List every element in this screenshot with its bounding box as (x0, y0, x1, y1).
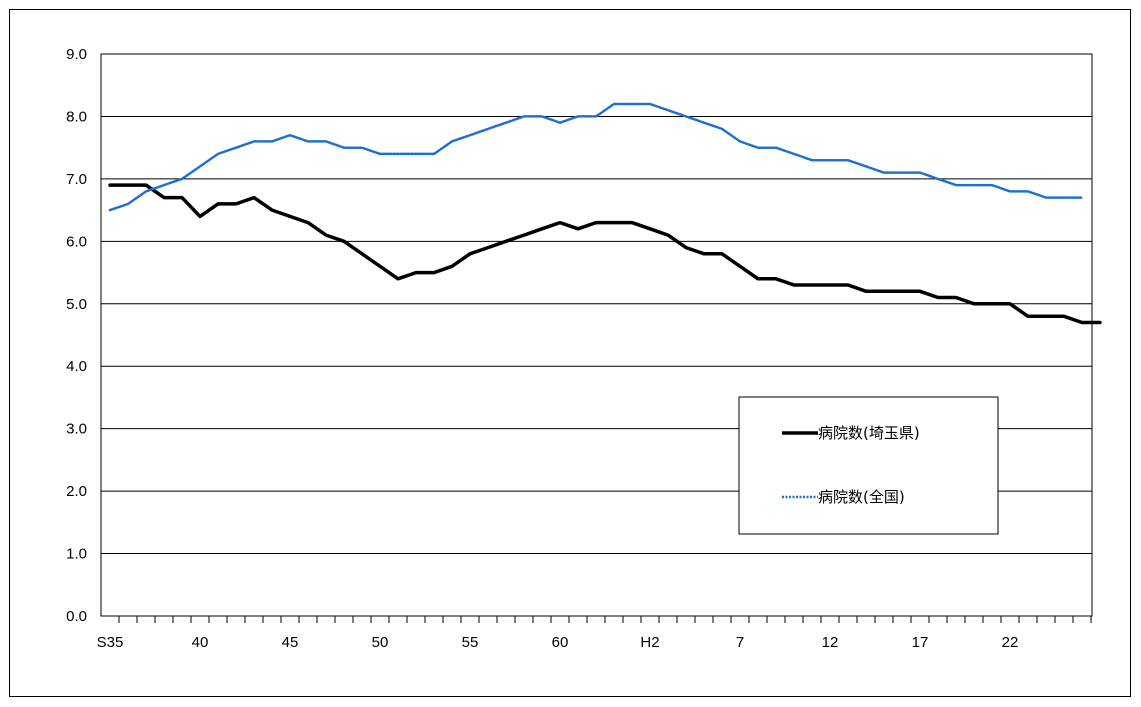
x-tick-label: 60 (552, 634, 569, 651)
legend: 病院数(埼玉県) 病院数(全国) (738, 396, 999, 535)
y-tick-label: 1.0 (66, 546, 87, 563)
y-tick-label: 6.0 (66, 233, 87, 250)
y-tick-label: 4.0 (66, 358, 87, 375)
y-tick-label: 2.0 (66, 483, 87, 500)
series-line-1 (108, 183, 1102, 325)
x-tick-label: 22 (1002, 634, 1019, 651)
chart-frame (9, 9, 1131, 697)
legend-label-series-1: 病院数(埼玉県) (818, 424, 920, 442)
y-tick-label: 8.0 (66, 108, 87, 125)
series-lines (108, 102, 1102, 325)
series-line-2 (108, 102, 1084, 212)
x-tick-label: 50 (372, 634, 389, 651)
y-tick-label: 0.0 (66, 608, 87, 625)
legend-box (738, 396, 999, 535)
x-tick-label: 40 (192, 634, 209, 651)
y-tick-labels: 0.0 1.0 2.0 3.0 4.0 5.0 6.0 7.0 8.0 9.0 (66, 46, 87, 625)
x-tick-label: 17 (912, 634, 929, 651)
y-tick-label: 7.0 (66, 171, 87, 188)
y-tick-label: 5.0 (66, 296, 87, 313)
y-tick-label: 3.0 (66, 421, 87, 438)
x-tick-label: 55 (462, 634, 479, 651)
x-tick-label: H2 (640, 634, 659, 651)
x-tick-label: 45 (282, 634, 299, 651)
x-tick-label: S35 (97, 634, 124, 651)
x-tick-label: 7 (736, 634, 744, 651)
legend-label-series-2: 病院数(全国) (818, 488, 905, 506)
axes (100, 53, 1093, 623)
x-tick-label: 12 (822, 634, 839, 651)
x-tick-labels: S35 40 45 50 55 60 H2 7 12 17 22 (97, 634, 1019, 651)
plot-area-border (100, 53, 1093, 617)
y-tick-label: 9.0 (66, 46, 87, 63)
